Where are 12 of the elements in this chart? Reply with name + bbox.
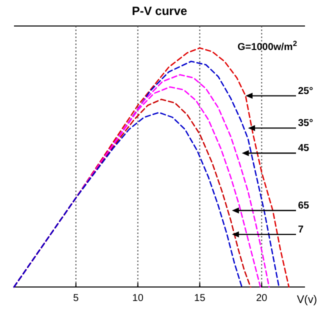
annotation: G=1000w/m$^{2}$ bbox=[238, 38, 297, 53]
annotation: 35° bbox=[298, 118, 314, 130]
annotation: 25° bbox=[298, 86, 314, 97]
x-tick-label: 15 bbox=[194, 293, 206, 304]
annotation: 65 bbox=[298, 200, 310, 212]
annotation: 45 bbox=[298, 143, 310, 154]
x-tick-label: 20 bbox=[256, 293, 268, 304]
x-tick-label: 10 bbox=[132, 293, 144, 304]
x-tick-label: 5 bbox=[73, 293, 80, 304]
annotation: 7 bbox=[298, 224, 304, 236]
chart-title: P-V curve bbox=[132, 4, 188, 18]
x-axis-title: V(v) bbox=[296, 294, 317, 306]
